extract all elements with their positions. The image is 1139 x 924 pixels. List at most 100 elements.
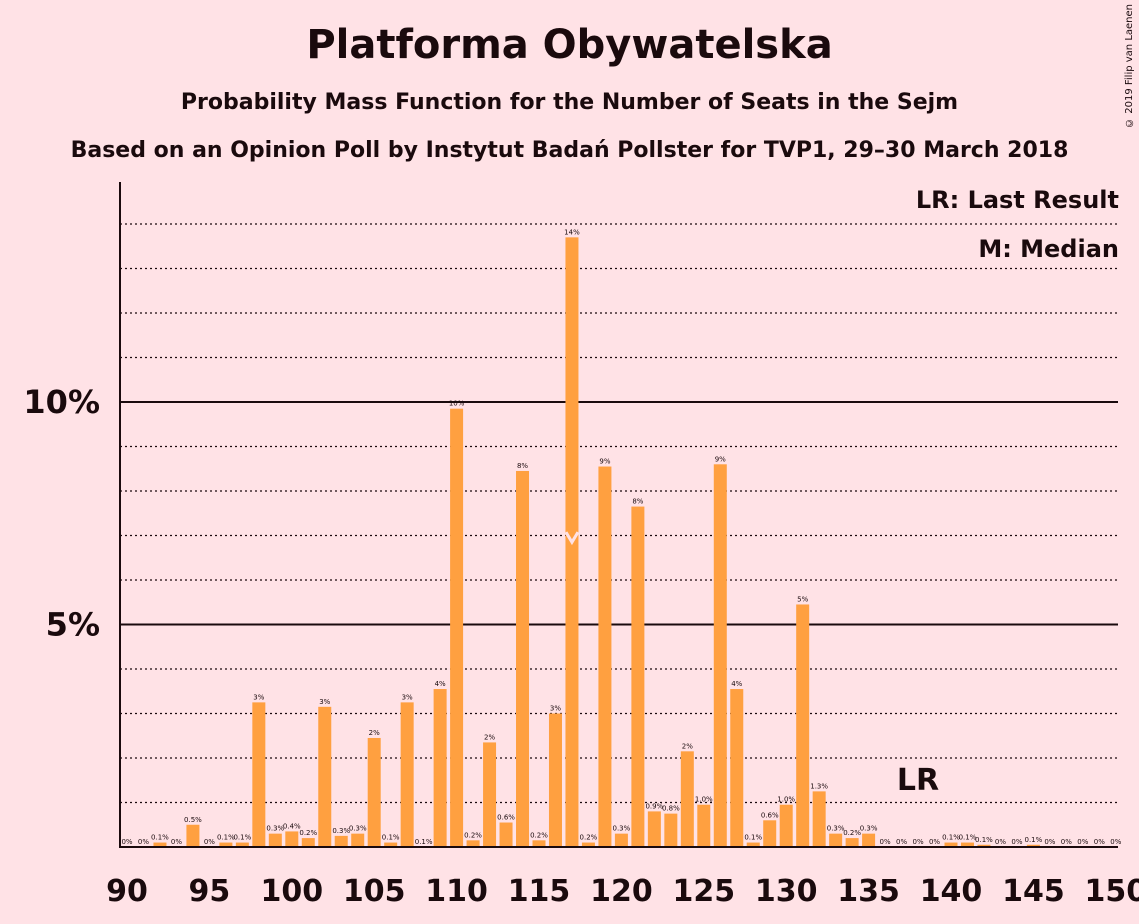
x-tick-label: 105 — [343, 874, 406, 909]
bar-seat-94 — [186, 824, 200, 847]
bar-label: 0.1% — [151, 834, 169, 842]
y-tick-label: 10% — [23, 383, 100, 421]
bar-seat-105 — [367, 737, 381, 847]
bar-label: 0.6% — [761, 811, 779, 819]
bar-label: 0% — [204, 838, 215, 846]
x-tick-label: 110 — [425, 874, 488, 909]
bar-label: 0.1% — [217, 834, 235, 842]
bar-label: 0.4% — [283, 822, 301, 830]
bar-seat-128 — [746, 842, 760, 847]
legend-median: M: Median — [978, 235, 1119, 263]
bar-label: 0.3% — [266, 825, 284, 833]
bar-seat-141 — [960, 842, 974, 847]
chart-subtitle: Probability Mass Function for the Number… — [180, 90, 959, 115]
bar-seat-107 — [400, 702, 414, 847]
bar-label: 14% — [564, 228, 580, 236]
bar-seat-132 — [812, 791, 826, 847]
x-tick-label: 135 — [837, 874, 900, 909]
bar-label: 0.1% — [959, 834, 977, 842]
bar-seat-114 — [516, 470, 530, 847]
bar-seat-121 — [631, 506, 645, 847]
bar-label: 4% — [731, 680, 742, 688]
x-tick-label: 100 — [260, 874, 323, 909]
bar-label: 0.2% — [530, 831, 548, 839]
bar-seat-106 — [384, 842, 398, 847]
bar-label: 3% — [253, 693, 264, 701]
bar-label: 3% — [550, 705, 561, 713]
chart-source: Based on an Opinion Poll by Instytut Bad… — [70, 138, 1069, 163]
x-tick-label: 145 — [1002, 874, 1065, 909]
bar-label: 3% — [319, 698, 330, 706]
bar-seat-116 — [548, 713, 562, 847]
bar-label: 0.1% — [1025, 836, 1043, 844]
x-tick-label: 150 — [1084, 874, 1139, 909]
bar-label: 0.1% — [975, 836, 993, 844]
bar-label: 0.1% — [744, 834, 762, 842]
chart-title: Platforma Obywatelska — [306, 22, 833, 68]
bar-seat-113 — [499, 822, 513, 847]
bar-label: 0% — [896, 838, 907, 846]
bar-seat-134 — [845, 838, 859, 847]
bar-label: 0.5% — [184, 816, 202, 824]
bar-label: 8% — [632, 498, 643, 506]
bar-seat-97 — [235, 842, 249, 847]
bar-seat-123 — [664, 813, 678, 847]
bar-label: 8% — [517, 462, 528, 470]
bar-seat-127 — [730, 689, 744, 847]
x-tick-label: 140 — [920, 874, 983, 909]
x-tick-label: 95 — [189, 874, 231, 909]
bar-label: 1.3% — [810, 782, 828, 790]
legend-last-result: LR: Last Result — [915, 186, 1119, 214]
bar-seat-126 — [713, 464, 727, 847]
bar-label: 0.3% — [827, 825, 845, 833]
bar-seat-131 — [796, 604, 810, 847]
bar-seat-119 — [598, 466, 612, 847]
bar-label: 2% — [682, 742, 693, 750]
bar-seat-110 — [450, 408, 464, 847]
bar-seat-125 — [697, 804, 711, 847]
bar-label: 2% — [369, 729, 380, 737]
bar-seat-124 — [680, 751, 694, 847]
bar-seat-118 — [581, 842, 595, 847]
x-tick-label: 125 — [672, 874, 735, 909]
bar-seat-103 — [334, 835, 348, 847]
bar-label: 0.3% — [332, 827, 350, 835]
bar-label: 0% — [1061, 838, 1072, 846]
bar-label: 1.0% — [777, 796, 795, 804]
bar-seat-145 — [1026, 844, 1040, 847]
bar-seat-98 — [252, 702, 266, 847]
bar-seat-140 — [944, 842, 958, 847]
bar-label: 5% — [797, 595, 808, 603]
bar-seat-112 — [483, 742, 497, 847]
bar-label: 0% — [995, 838, 1006, 846]
bar-label: 9% — [715, 455, 726, 463]
bar-label: 0.1% — [415, 838, 433, 846]
bar-label: 4% — [435, 680, 446, 688]
x-tick-label: 115 — [508, 874, 571, 909]
bar-label: 0% — [121, 838, 132, 846]
bar-label: 0% — [880, 838, 891, 846]
bar-seat-129 — [763, 820, 777, 847]
bar-seat-96 — [219, 842, 233, 847]
bar-label: 0.1% — [942, 834, 960, 842]
median-marker — [564, 531, 580, 546]
bar-label: 0.2% — [580, 834, 598, 842]
bar-seat-115 — [532, 840, 546, 847]
bar-seat-99 — [268, 833, 282, 847]
bar-label: 3% — [402, 693, 413, 701]
bar-label: 0.2% — [464, 831, 482, 839]
bar-label: 0.8% — [662, 805, 680, 813]
bar-seat-122 — [647, 811, 661, 847]
bar-label: 0% — [1094, 838, 1105, 846]
bar-label: 0.3% — [613, 825, 631, 833]
bar-seat-120 — [614, 833, 628, 847]
bar-label: 0% — [1044, 838, 1055, 846]
bar-label: 0% — [171, 838, 182, 846]
bar-label: 0% — [929, 838, 940, 846]
bar-seat-104 — [351, 833, 365, 847]
bar-label: 0.2% — [299, 829, 317, 837]
bar-label: 10% — [449, 400, 465, 408]
bar-seat-102 — [318, 706, 332, 847]
bar-seat-101 — [301, 838, 315, 847]
